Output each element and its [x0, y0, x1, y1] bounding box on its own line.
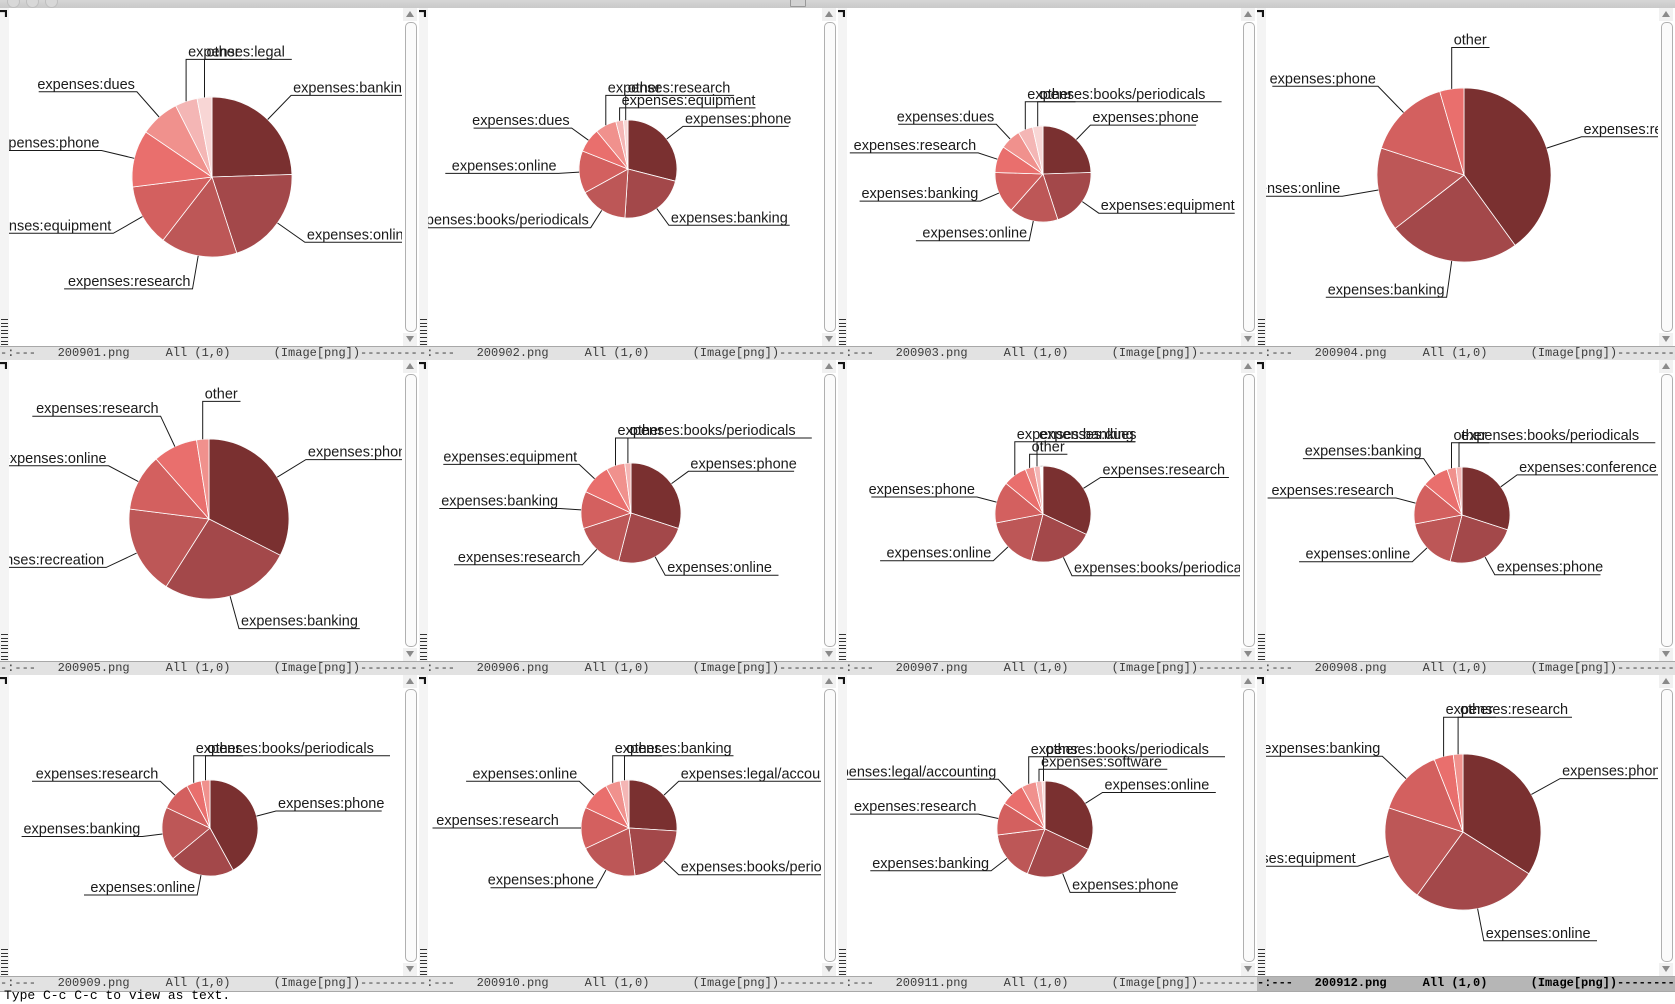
- svg-text:expenses:phone: expenses:phone: [1562, 764, 1658, 780]
- svg-text:expenses:equipment: expenses:equipment: [9, 218, 111, 234]
- svg-text:expenses:phone: expenses:phone: [9, 136, 100, 152]
- svg-text:expenses:research: expenses:research: [1103, 463, 1226, 479]
- svg-text:expenses:online: expenses:online: [1305, 547, 1410, 563]
- svg-text:expenses:dues: expenses:dues: [1039, 427, 1137, 443]
- svg-text:other: other: [207, 44, 240, 60]
- svg-text:other: other: [1040, 87, 1073, 103]
- svg-text:expenses:banking: expenses:banking: [872, 856, 989, 872]
- svg-text:expenses:banking: expenses:banking: [1328, 282, 1445, 298]
- svg-text:expenses:phone: expenses:phone: [869, 482, 975, 498]
- svg-text:expenses:online: expenses:online: [1105, 778, 1210, 794]
- svg-text:expenses:banking: expenses:banking: [441, 494, 558, 510]
- svg-text:expenses:equipment: expenses:equipment: [1266, 851, 1356, 867]
- svg-text:expenses:banking: expenses:banking: [671, 210, 788, 226]
- svg-text:other: other: [1460, 702, 1493, 718]
- svg-text:expenses:phone: expenses:phone: [1072, 877, 1178, 893]
- svg-text:expenses:research: expenses:research: [458, 550, 581, 566]
- svg-text:expenses:books/periodicals: expenses:books/periodicals: [1074, 561, 1240, 577]
- svg-text:expenses:legal/accounting: expenses:legal/accounting: [681, 766, 821, 782]
- svg-text:expenses:online: expenses:online: [452, 158, 557, 174]
- svg-text:expenses:banking: expenses:banking: [241, 614, 358, 630]
- svg-text:expenses:phone: expenses:phone: [308, 445, 402, 461]
- svg-text:expenses:research: expenses:research: [854, 799, 977, 815]
- svg-text:expenses:books/periodicals: expenses:books/periodicals: [1461, 428, 1639, 444]
- svg-text:expenses:phone: expenses:phone: [1270, 71, 1376, 87]
- svg-text:expenses:phone: expenses:phone: [690, 456, 796, 472]
- svg-text:expenses:phone: expenses:phone: [488, 873, 594, 889]
- svg-text:other: other: [1046, 742, 1079, 758]
- svg-text:expenses:online: expenses:online: [307, 227, 402, 243]
- svg-text:expenses:conference: expenses:conference: [1519, 460, 1657, 476]
- svg-text:expenses:phone: expenses:phone: [1092, 110, 1198, 126]
- svg-text:other: other: [628, 80, 661, 96]
- svg-text:expenses:research: expenses:research: [1271, 483, 1394, 499]
- svg-text:other: other: [630, 423, 663, 439]
- svg-text:other: other: [205, 386, 238, 402]
- svg-text:expenses:online: expenses:online: [9, 451, 107, 467]
- svg-text:expenses:online: expenses:online: [922, 226, 1027, 242]
- svg-text:other: other: [627, 741, 660, 757]
- svg-text:expenses:equipment: expenses:equipment: [443, 449, 577, 465]
- svg-text:expenses:banking: expenses:banking: [23, 822, 140, 838]
- svg-text:expenses:equipment: expenses:equipment: [1101, 198, 1235, 214]
- svg-text:other: other: [1454, 33, 1487, 49]
- svg-text:expenses:research: expenses:research: [436, 813, 559, 829]
- svg-text:other: other: [208, 741, 241, 757]
- svg-text:expenses:banking: expenses:banking: [1266, 741, 1380, 757]
- svg-text:expenses:banking: expenses:banking: [861, 186, 978, 202]
- svg-text:expenses:online: expenses:online: [1266, 181, 1340, 197]
- svg-text:expenses:online: expenses:online: [90, 880, 195, 896]
- svg-text:expenses:recreation: expenses:recreation: [9, 552, 104, 568]
- svg-text:expenses:research: expenses:research: [36, 401, 159, 417]
- svg-text:expenses:legal/accounting: expenses:legal/accounting: [847, 764, 996, 780]
- svg-text:expenses:phone: expenses:phone: [1497, 560, 1603, 576]
- svg-text:expenses:research: expenses:research: [854, 138, 977, 154]
- svg-text:expenses:dues: expenses:dues: [472, 113, 570, 129]
- svg-text:expenses:books/periodicals: expenses:books/periodicals: [681, 860, 821, 876]
- svg-text:expenses:research: expenses:research: [36, 766, 159, 782]
- svg-text:expenses:dues: expenses:dues: [37, 77, 135, 93]
- svg-text:expenses:research: expenses:research: [68, 274, 191, 290]
- svg-text:expenses:online: expenses:online: [667, 560, 772, 576]
- svg-text:expenses:phone: expenses:phone: [278, 796, 384, 812]
- svg-text:expenses:online: expenses:online: [1486, 926, 1591, 942]
- svg-text:expenses:dues: expenses:dues: [897, 109, 995, 125]
- svg-text:expenses:books/periodicals: expenses:books/periodicals: [428, 213, 589, 229]
- svg-text:expenses:phone: expenses:phone: [685, 111, 791, 127]
- svg-text:expenses:research: expenses:research: [1584, 122, 1659, 138]
- svg-text:expenses:banking: expenses:banking: [1305, 444, 1422, 460]
- svg-text:expenses:online: expenses:online: [886, 546, 991, 562]
- svg-text:expenses:online: expenses:online: [472, 766, 577, 782]
- svg-text:expenses:banking: expenses:banking: [293, 80, 402, 96]
